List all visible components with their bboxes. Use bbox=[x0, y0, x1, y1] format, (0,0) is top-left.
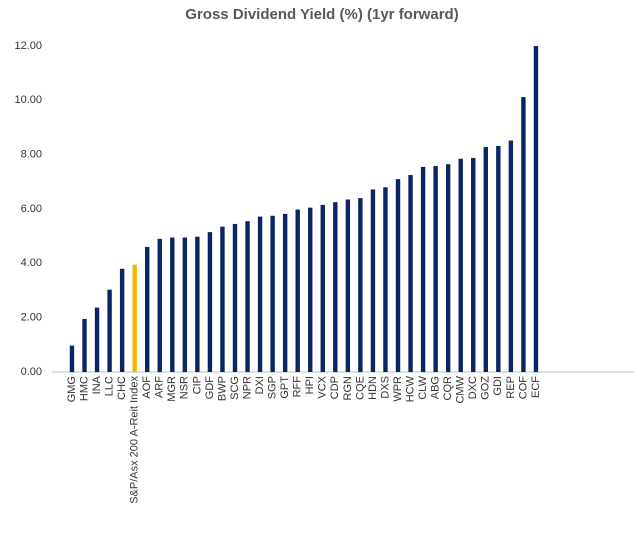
bar bbox=[282, 213, 288, 372]
x-tick-label: HDN bbox=[367, 376, 379, 400]
bar bbox=[458, 158, 463, 372]
bar bbox=[207, 232, 213, 372]
x-tick-label: COF bbox=[517, 376, 529, 400]
x-tick-label: CQE bbox=[354, 376, 366, 400]
x-tick-label: HPI bbox=[304, 376, 316, 394]
x-tick-label: BWP bbox=[216, 376, 228, 401]
y-tick-label: 6.00 bbox=[21, 203, 42, 215]
bar bbox=[145, 247, 150, 372]
bar bbox=[533, 46, 539, 372]
bar bbox=[445, 164, 451, 372]
bar bbox=[320, 204, 325, 372]
bar bbox=[471, 157, 476, 372]
x-tick-label: NSR bbox=[179, 376, 191, 399]
x-tick-label: GOZ bbox=[480, 376, 492, 400]
y-tick-label: 0.00 bbox=[21, 366, 42, 378]
x-tick-label: ABG bbox=[430, 376, 442, 399]
x-tick-label: AOF bbox=[141, 376, 153, 399]
bar bbox=[245, 221, 250, 372]
bar bbox=[82, 319, 87, 372]
x-tick-label: HMC bbox=[78, 376, 90, 401]
bar bbox=[170, 237, 175, 372]
bar bbox=[232, 223, 238, 372]
x-tick-label: REP bbox=[505, 376, 517, 399]
bar bbox=[308, 207, 313, 372]
bar bbox=[483, 147, 488, 372]
x-tick-label: ECF bbox=[530, 376, 542, 398]
x-tick-label: INA bbox=[91, 375, 103, 394]
bar bbox=[508, 140, 514, 372]
bar bbox=[107, 289, 112, 372]
x-tick-label: CQR bbox=[442, 376, 454, 401]
x-tick-label: RFF bbox=[292, 376, 304, 398]
bar bbox=[295, 209, 300, 372]
x-tick-label: HCW bbox=[404, 375, 416, 402]
x-tick-label: GDI bbox=[492, 376, 504, 396]
bar bbox=[157, 238, 162, 372]
bar bbox=[132, 264, 137, 372]
bar bbox=[433, 166, 438, 372]
x-tick-label: CDP bbox=[329, 376, 341, 399]
bar bbox=[220, 226, 225, 372]
y-tick-label: 2.00 bbox=[21, 312, 42, 324]
y-tick-label: 12.00 bbox=[14, 40, 42, 52]
x-tick-label: MGR bbox=[166, 376, 178, 402]
y-tick-label: 8.00 bbox=[21, 149, 42, 161]
x-tick-label: DXI bbox=[254, 376, 266, 394]
bar bbox=[270, 215, 275, 372]
x-tick-label: SCG bbox=[229, 376, 241, 400]
bar bbox=[333, 202, 338, 372]
x-tick-label: VCX bbox=[317, 375, 329, 398]
x-tick-label: CMW bbox=[455, 375, 467, 403]
x-tick-label: GMG bbox=[66, 376, 78, 402]
bar bbox=[370, 189, 376, 372]
x-tick-label: CIP bbox=[191, 376, 203, 394]
y-tick-label: 4.00 bbox=[21, 257, 42, 269]
bar bbox=[195, 236, 200, 372]
bar bbox=[345, 199, 351, 372]
bar bbox=[408, 175, 413, 372]
x-tick-label: S&P/Asx 200 A-Reit Index bbox=[129, 376, 141, 504]
bar bbox=[496, 145, 501, 372]
x-tick-label: CLW bbox=[417, 375, 429, 399]
bar bbox=[358, 198, 363, 372]
bar bbox=[420, 166, 426, 372]
x-tick-label: NPR bbox=[241, 376, 253, 399]
bar bbox=[94, 307, 100, 372]
bar bbox=[119, 268, 125, 372]
y-tick-label: 10.00 bbox=[14, 94, 42, 106]
bar bbox=[257, 216, 263, 372]
bar bbox=[383, 187, 388, 372]
x-tick-label: GPT bbox=[279, 376, 291, 399]
x-tick-label: GDF bbox=[204, 376, 216, 400]
x-tick-label: CHC bbox=[116, 376, 128, 400]
bar bbox=[521, 97, 526, 372]
x-tick-label: DXC bbox=[467, 376, 479, 399]
x-tick-label: LLC bbox=[103, 376, 115, 396]
x-tick-label: RGN bbox=[342, 376, 354, 401]
bar bbox=[395, 179, 401, 372]
x-tick-label: ARF bbox=[154, 376, 166, 398]
x-tick-label: SGP bbox=[267, 376, 279, 399]
bar bbox=[69, 345, 75, 372]
x-tick-label: DXS bbox=[379, 376, 391, 399]
bar bbox=[182, 237, 188, 372]
chart-title: Gross Dividend Yield (%) (1yr forward) bbox=[185, 6, 458, 23]
x-tick-label: WPR bbox=[392, 376, 404, 402]
